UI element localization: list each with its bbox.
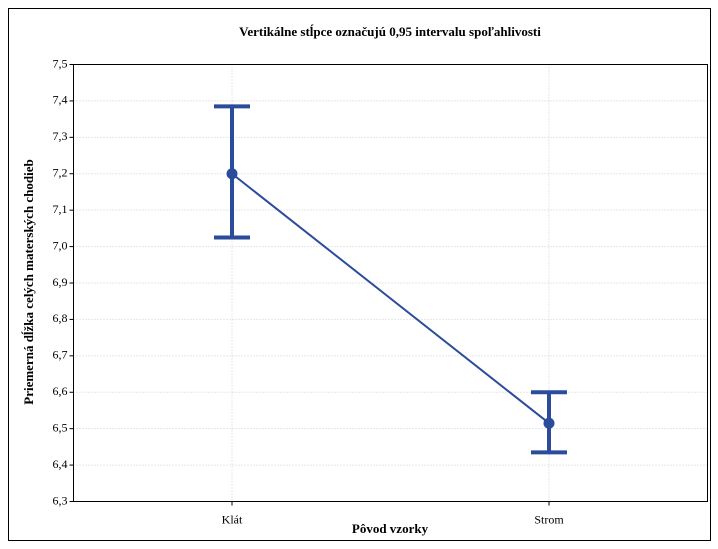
y-tick-label: 6,4 xyxy=(53,457,68,471)
y-tick-label: 6,9 xyxy=(53,275,68,289)
y-tick-label: 6,8 xyxy=(53,311,68,325)
line xyxy=(231,172,550,424)
y-tick-label: 6,5 xyxy=(53,420,68,434)
y-axis-label: Priemerná dĺžka celých materských chodie… xyxy=(21,159,36,405)
y-tick-label: 6,7 xyxy=(53,348,68,362)
x-tick-label: Strom xyxy=(534,512,564,526)
y-tick-label: 7,3 xyxy=(53,129,68,143)
y-tick-label: 6,6 xyxy=(53,384,68,398)
x-tick-label: Klát xyxy=(222,512,243,526)
y-tick-label: 6,3 xyxy=(53,493,68,507)
point xyxy=(226,168,238,180)
y-tick-label: 7,4 xyxy=(53,93,68,107)
plot-border xyxy=(73,64,708,502)
y-tick-label: 7,1 xyxy=(53,202,68,216)
y-tick-label: 7,5 xyxy=(53,56,68,70)
point xyxy=(543,417,555,429)
y-tick-label: 7,2 xyxy=(53,166,68,180)
y-tick-label: 7,0 xyxy=(53,238,68,252)
chart-title: Vertikálne stĺpce označujú 0,95 interval… xyxy=(239,24,541,39)
x-axis-label: Pôvod vzorky xyxy=(352,521,429,536)
